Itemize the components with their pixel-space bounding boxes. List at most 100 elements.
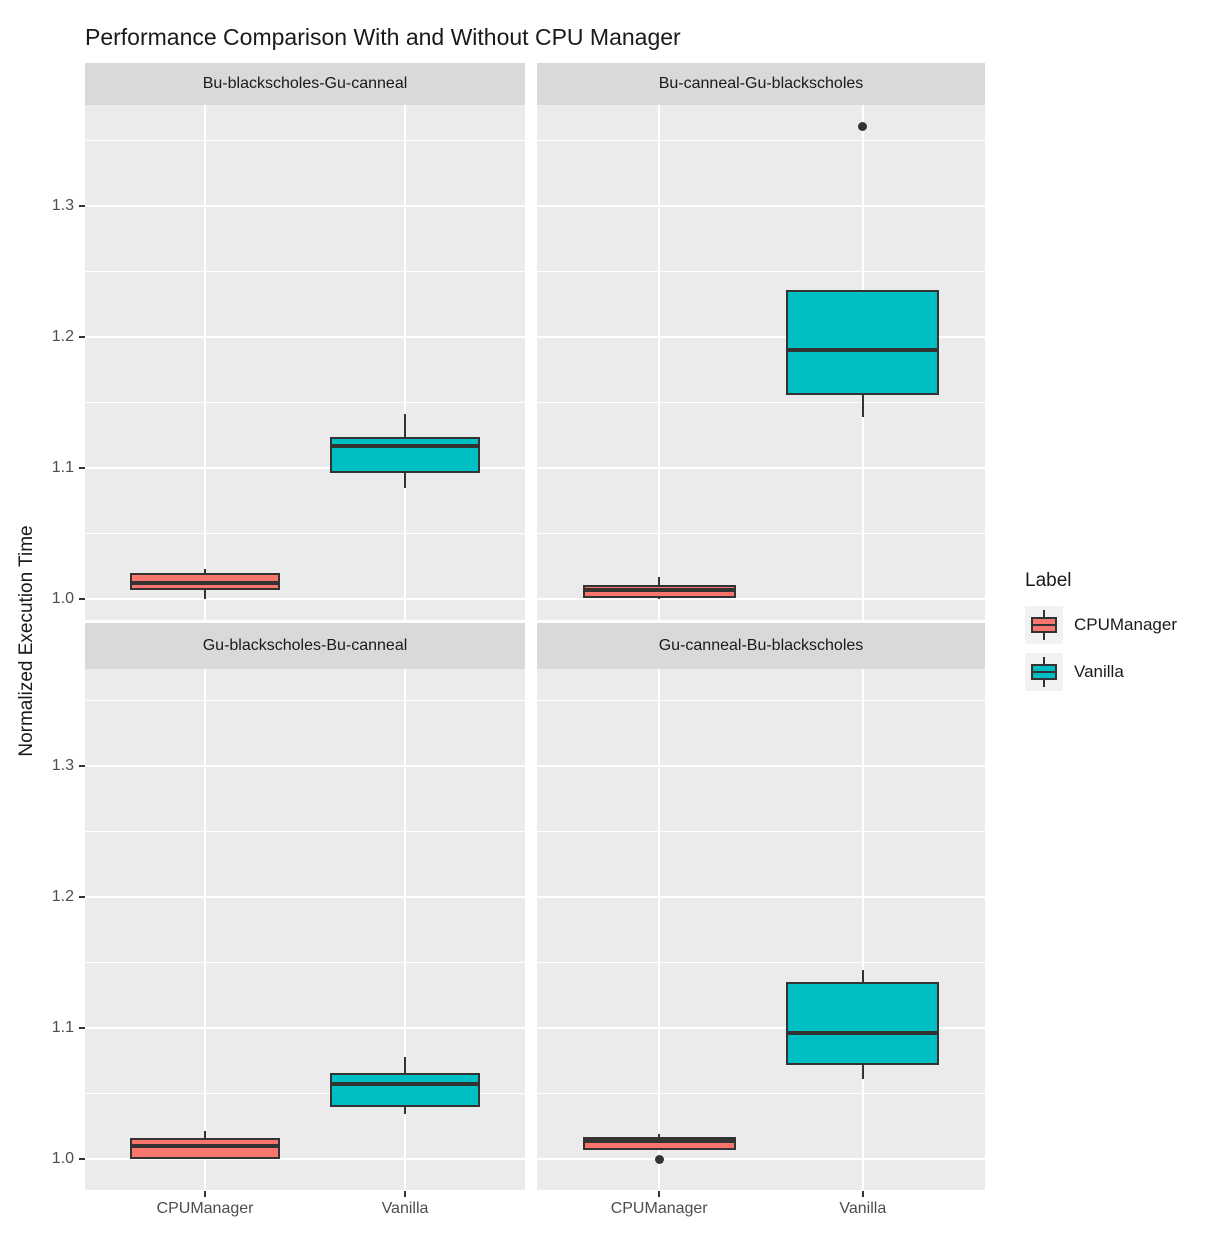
upper-whisker	[403, 1056, 406, 1073]
outlier-point	[654, 1154, 664, 1164]
boxplot-box	[786, 289, 940, 395]
upper-whisker	[861, 970, 864, 983]
median-line	[331, 1082, 478, 1087]
y-tick-mark	[79, 467, 85, 469]
gridline-minor	[537, 831, 985, 832]
median-line	[584, 587, 734, 592]
x-tick-label: CPUManager	[156, 1200, 254, 1217]
gridline-minor	[537, 402, 985, 403]
upper-whisker	[204, 568, 206, 573]
x-tick-mark	[204, 1191, 206, 1197]
boxplot-box	[329, 436, 480, 474]
y-axis-title: Normalized Execution Time	[16, 525, 37, 757]
x-tick-label: CPUManager	[610, 1200, 708, 1217]
facet-panel	[537, 105, 985, 620]
y-tick-mark	[79, 205, 85, 207]
facet-panel	[85, 669, 525, 1190]
gridline-vertical	[403, 105, 406, 620]
lower-whisker	[861, 1064, 864, 1080]
legend-key	[1025, 606, 1063, 644]
lower-whisker	[204, 589, 206, 599]
y-tick-label: 1.3	[51, 757, 74, 774]
median-line	[584, 1138, 734, 1143]
gridline-major	[537, 1027, 985, 1029]
gridline-minor	[85, 402, 525, 403]
gridline-major	[85, 598, 525, 600]
legend-label: Vanilla	[1074, 662, 1124, 681]
boxplot-median-glyph-icon	[1033, 671, 1055, 673]
median-line	[131, 1143, 278, 1148]
legend-title: Label	[1025, 570, 1072, 591]
gridline-minor	[537, 700, 985, 701]
x-tick-mark	[658, 1191, 661, 1197]
median-line	[131, 581, 278, 586]
y-tick-mark	[79, 1027, 85, 1029]
boxplot-median-glyph-icon	[1033, 624, 1055, 626]
gridline-major	[537, 598, 985, 600]
gridline-minor	[537, 140, 985, 141]
median-line	[331, 443, 478, 448]
y-tick-mark	[79, 765, 85, 767]
gridline-minor	[85, 140, 525, 141]
y-tick-label: 1.1	[51, 459, 74, 476]
y-tick-label: 1.1	[51, 1019, 74, 1036]
gridline-vertical	[658, 669, 661, 1190]
y-tick-label: 1.0	[51, 590, 74, 607]
facet-strip: Gu-blackscholes-Bu-canneal	[85, 623, 525, 669]
y-tick-mark	[79, 896, 85, 898]
gridline-major	[85, 896, 525, 898]
gridline-major	[537, 336, 985, 338]
gridline-vertical	[658, 105, 661, 620]
x-tick-label: Vanilla	[839, 1200, 887, 1217]
chart-title: Performance Comparison With and Without …	[85, 24, 681, 50]
gridline-vertical	[204, 105, 206, 620]
upper-whisker	[204, 1131, 206, 1139]
gridline-minor	[537, 271, 985, 272]
median-line	[788, 348, 938, 353]
legend: Label CPUManager Vanilla	[1025, 570, 1177, 700]
gridline-vertical	[403, 669, 406, 1190]
facet-strip: Bu-blackscholes-Gu-canneal	[85, 63, 525, 105]
y-tick-label: 1.2	[51, 888, 74, 905]
gridline-major	[85, 765, 525, 767]
gridline-minor	[537, 533, 985, 534]
boxplot-box	[329, 1072, 480, 1107]
legend-label: CPUManager	[1074, 615, 1177, 634]
x-tick-mark	[861, 1191, 864, 1197]
y-tick-label: 1.0	[51, 1150, 74, 1167]
gridline-major	[85, 1027, 525, 1029]
gridline-minor	[85, 700, 525, 701]
gridline-minor	[85, 831, 525, 832]
boxplot-box	[786, 982, 940, 1065]
gridline-minor	[85, 962, 525, 963]
x-tick-mark	[403, 1191, 406, 1197]
gridline-vertical	[861, 669, 864, 1190]
gridline-minor	[85, 1093, 525, 1094]
gridline-minor	[85, 271, 525, 272]
lower-whisker	[403, 1106, 406, 1115]
gridline-major	[85, 1158, 525, 1160]
facet-panel	[537, 669, 985, 1190]
y-tick-mark	[79, 598, 85, 600]
outlier-point	[858, 121, 868, 131]
legend-entry-cpumanager: CPUManager	[1025, 606, 1177, 644]
y-tick-label: 1.3	[51, 197, 74, 214]
gridline-minor	[85, 533, 525, 534]
gridline-minor	[537, 962, 985, 963]
gridline-major	[85, 467, 525, 469]
gridline-major	[537, 765, 985, 767]
lower-whisker	[403, 473, 406, 488]
gridline-minor	[537, 1093, 985, 1094]
legend-entry-vanilla: Vanilla	[1025, 653, 1177, 691]
upper-whisker	[658, 1134, 661, 1137]
lower-whisker	[861, 394, 864, 417]
gridline-major	[85, 336, 525, 338]
y-tick-mark	[79, 336, 85, 338]
median-line	[788, 1031, 938, 1036]
gridline-major	[537, 467, 985, 469]
facet-panel	[85, 105, 525, 620]
gridline-major	[85, 205, 525, 207]
y-tick-label: 1.2	[51, 328, 74, 345]
gridline-vertical	[204, 669, 206, 1190]
